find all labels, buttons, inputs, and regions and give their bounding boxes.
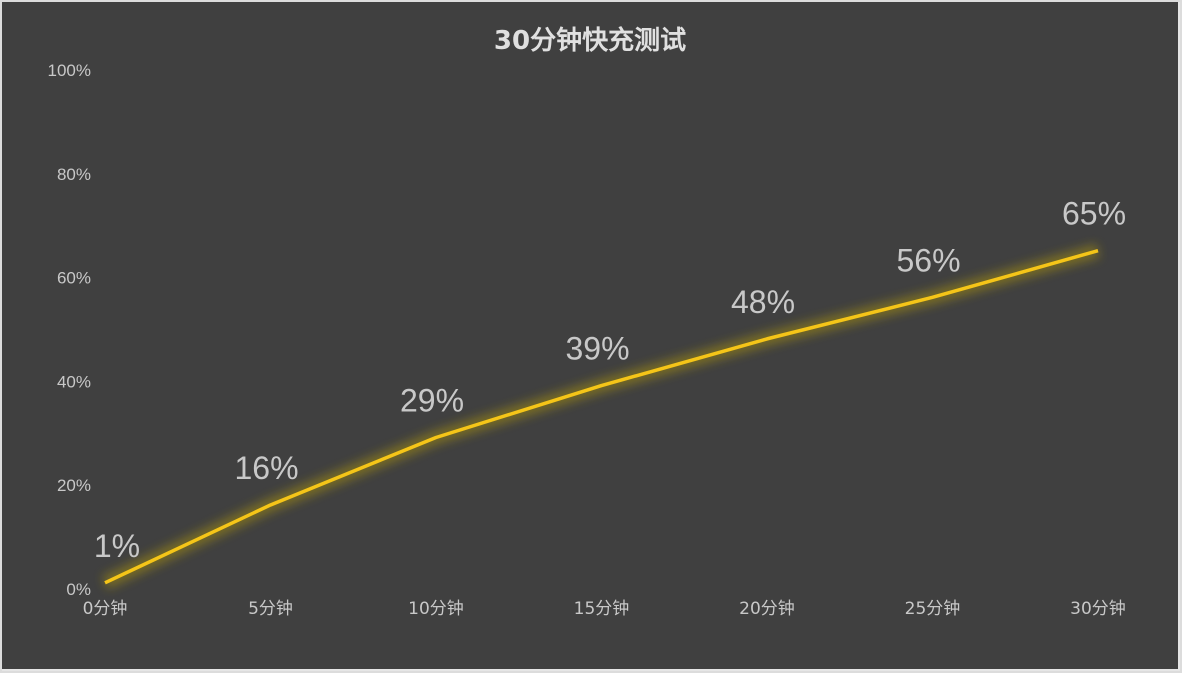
data-label: 56% bbox=[896, 242, 960, 278]
x-tick-label: 10分钟 bbox=[408, 599, 464, 619]
data-label: 48% bbox=[731, 284, 795, 320]
y-tick-label: 0% bbox=[66, 580, 91, 599]
chart-title: 30分钟快充测试 bbox=[493, 26, 687, 56]
y-tick-label: 60% bbox=[57, 269, 91, 288]
y-tick-label: 20% bbox=[57, 476, 91, 495]
y-axis: 0% 20% 40% 60% 80% 100% bbox=[48, 61, 91, 599]
x-tick-label: 25分钟 bbox=[905, 599, 961, 619]
x-tick-label: 0分钟 bbox=[83, 599, 128, 619]
data-label: 29% bbox=[400, 382, 464, 418]
data-label: 16% bbox=[234, 450, 298, 486]
x-tick-label: 15分钟 bbox=[574, 599, 630, 619]
series-line bbox=[102, 243, 1100, 590]
y-tick-label: 80% bbox=[57, 165, 91, 184]
data-label: 1% bbox=[94, 528, 140, 564]
y-tick-label: 40% bbox=[57, 372, 91, 391]
x-tick-label: 20分钟 bbox=[739, 599, 795, 619]
data-line bbox=[104, 248, 1099, 585]
line-glow bbox=[102, 243, 1100, 590]
data-label: 39% bbox=[565, 331, 629, 367]
data-label: 65% bbox=[1062, 196, 1126, 232]
x-axis: 0分钟 5分钟 10分钟 15分钟 20分钟 25分钟 30分钟 bbox=[83, 599, 1126, 619]
x-tick-label: 5分钟 bbox=[248, 599, 293, 619]
data-labels: 1% 16% 29% 39% 48% 56% 65% bbox=[94, 196, 1126, 564]
y-tick-label: 100% bbox=[48, 61, 91, 80]
x-tick-label: 30分钟 bbox=[1070, 599, 1126, 619]
